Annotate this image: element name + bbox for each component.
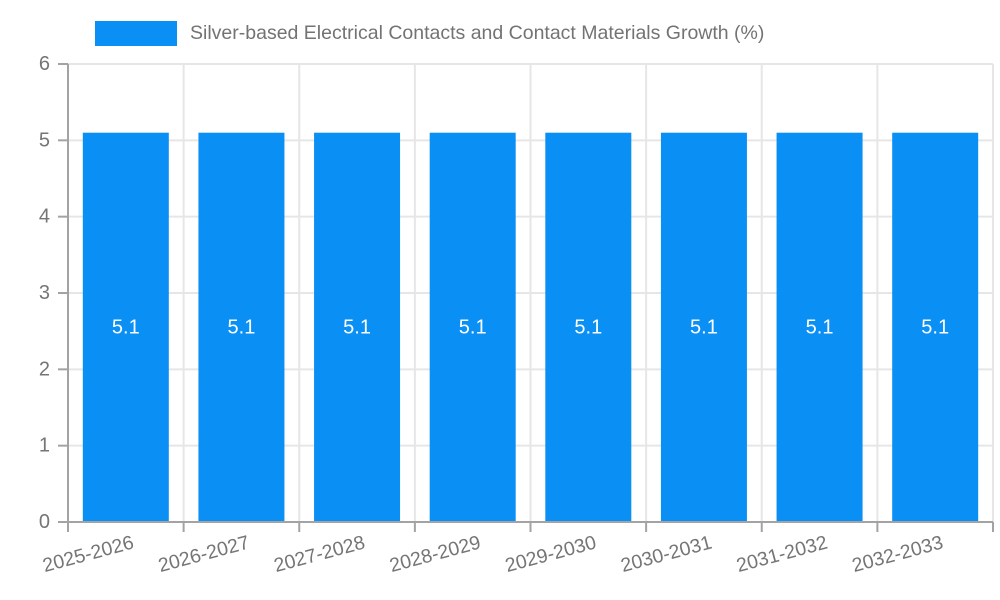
legend-label: Silver-based Electrical Contacts and Con…: [190, 21, 765, 44]
bar[interactable]: [892, 132, 979, 522]
bar-value-label: 5.1: [806, 316, 834, 338]
y-axis-label: 0: [39, 511, 50, 533]
bar[interactable]: [429, 132, 516, 522]
y-axis-label: 5: [39, 129, 50, 151]
bar[interactable]: [82, 132, 169, 522]
bar[interactable]: [776, 132, 863, 522]
x-axis-label: 2025-2026: [40, 532, 136, 577]
y-axis-label: 4: [39, 206, 50, 228]
bar[interactable]: [660, 132, 747, 522]
bar[interactable]: [314, 132, 401, 522]
x-axis-label: 2026-2027: [156, 532, 252, 577]
x-axis-label: 2027-2028: [272, 532, 368, 577]
y-axis-label: 6: [39, 53, 50, 75]
x-axis-label: 2032-2033: [850, 532, 946, 577]
bar-value-label: 5.1: [112, 316, 140, 338]
legend-swatch[interactable]: [95, 20, 177, 46]
y-axis-label: 1: [39, 435, 50, 457]
bar-value-label: 5.1: [690, 316, 718, 338]
x-axis-label: 2031-2032: [734, 532, 830, 577]
bar-value-label: 5.1: [459, 316, 487, 338]
x-axis-label: 2030-2031: [618, 532, 714, 577]
legend[interactable]: Silver-based Electrical Contacts and Con…: [95, 19, 764, 47]
y-axis-label: 3: [39, 282, 50, 304]
bar-value-label: 5.1: [921, 316, 949, 338]
y-axis-label: 2: [39, 358, 50, 380]
bar-value-label: 5.1: [343, 316, 371, 338]
bar-value-label: 5.1: [574, 316, 602, 338]
x-axis-label: 2028-2029: [387, 532, 483, 577]
bar[interactable]: [545, 132, 632, 522]
bar-value-label: 5.1: [228, 316, 256, 338]
x-axis-label: 2029-2030: [503, 532, 599, 577]
bar[interactable]: [198, 132, 285, 522]
